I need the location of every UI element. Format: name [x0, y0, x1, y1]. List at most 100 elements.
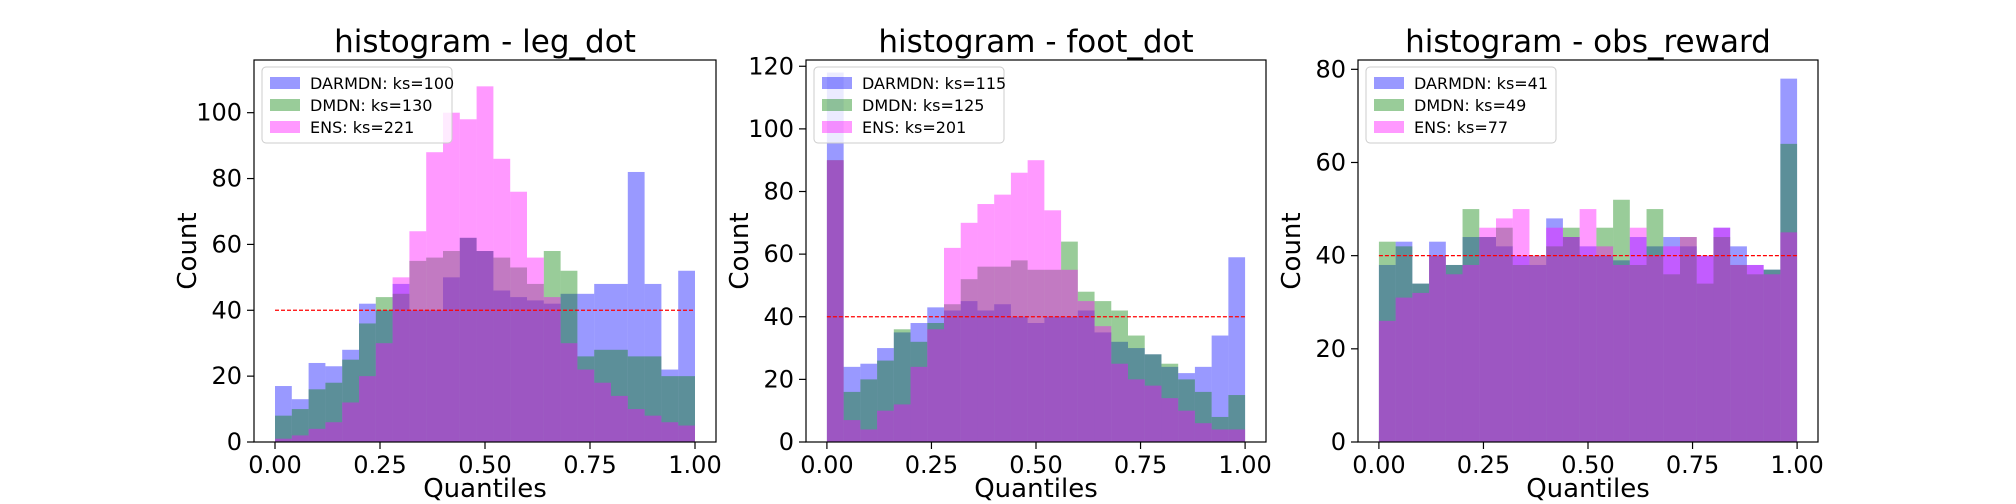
bar — [977, 310, 995, 442]
bar — [1111, 341, 1128, 442]
bar — [1128, 379, 1145, 442]
bar — [342, 349, 359, 442]
bar — [611, 395, 628, 442]
bar — [493, 257, 511, 442]
bar — [1763, 274, 1781, 442]
bar — [944, 310, 961, 442]
bar — [1496, 218, 1513, 442]
bar — [1696, 255, 1714, 442]
bar — [1663, 237, 1680, 442]
legend-label: ENS: ks=221 — [310, 118, 414, 137]
bar — [594, 349, 611, 442]
bar — [409, 231, 427, 442]
bar — [594, 382, 611, 442]
bar — [1144, 354, 1162, 442]
bar — [1010, 260, 1028, 442]
y-tick-label: 20 — [763, 365, 794, 393]
bar — [1395, 241, 1413, 442]
bar — [1412, 283, 1430, 442]
bar — [1044, 316, 1062, 442]
bar — [1228, 257, 1246, 442]
x-tick-label: 0.00 — [1352, 451, 1405, 479]
bar — [1044, 210, 1062, 442]
bar — [493, 290, 511, 442]
bar — [459, 237, 477, 442]
bar — [1512, 264, 1530, 442]
bar — [560, 343, 578, 442]
bar — [1211, 335, 1229, 442]
bar — [560, 293, 578, 442]
bar — [1696, 283, 1714, 442]
bar — [1412, 292, 1430, 442]
legend-label: DMDN: ks=130 — [310, 96, 432, 115]
bar — [877, 410, 894, 442]
bar — [1496, 246, 1513, 442]
bar — [375, 297, 393, 442]
bar — [627, 409, 645, 442]
bar — [1746, 264, 1764, 442]
bar — [1429, 255, 1446, 442]
bar — [1161, 366, 1179, 442]
chart-title: histogram - foot_dot — [878, 24, 1193, 60]
bar — [1579, 255, 1597, 442]
bar — [1144, 354, 1162, 442]
bar — [1077, 291, 1095, 442]
bar — [594, 283, 611, 442]
bar — [325, 366, 343, 442]
bar — [275, 386, 292, 442]
bar — [678, 376, 695, 442]
bar — [1412, 283, 1430, 442]
bar — [342, 402, 359, 442]
bar — [443, 251, 460, 442]
bar — [1562, 227, 1580, 442]
bar — [459, 237, 477, 442]
bar — [1663, 246, 1680, 442]
bar — [1111, 363, 1128, 442]
bar — [860, 363, 878, 442]
bar — [1462, 209, 1480, 442]
legend: DARMDN: ks=115 DMDN: ks=125 ENS: ks=201 — [813, 66, 1006, 144]
bar — [1529, 264, 1547, 442]
y-tick-label: 120 — [748, 52, 794, 80]
bar — [893, 404, 911, 442]
bar — [1529, 255, 1547, 442]
bar — [1529, 255, 1547, 442]
legend-swatch — [1374, 121, 1404, 133]
bar — [1746, 264, 1764, 442]
y-tick-label: 80 — [1315, 55, 1346, 83]
chart-title: histogram - obs_reward — [1405, 24, 1771, 60]
bar — [1429, 241, 1446, 442]
bar — [893, 329, 911, 442]
bar — [1646, 209, 1664, 442]
x-tick-label: 0.00 — [800, 451, 853, 479]
bar — [493, 158, 511, 443]
legend-box — [813, 66, 1005, 144]
bar — [1629, 227, 1647, 442]
legend-box — [261, 66, 453, 144]
y-tick-label: 100 — [196, 99, 242, 127]
bar — [1445, 274, 1463, 442]
bar — [1646, 255, 1664, 442]
bar — [944, 247, 961, 442]
x-tick-label: 0.00 — [248, 451, 301, 479]
legend-label: DARMDN: ks=100 — [310, 74, 454, 93]
chart-title: histogram - leg_dot — [334, 24, 636, 60]
bar — [392, 283, 410, 442]
series-3-bars — [826, 160, 1246, 442]
bar — [325, 422, 343, 442]
bar — [1128, 348, 1145, 442]
bar — [577, 369, 595, 442]
bar — [1194, 366, 1212, 442]
bar — [927, 323, 944, 442]
bar — [977, 266, 995, 442]
bar — [375, 310, 393, 442]
bar — [611, 349, 628, 442]
bar — [1228, 395, 1246, 442]
bar — [1178, 410, 1195, 442]
bar — [1094, 332, 1112, 442]
legend-swatch — [1374, 77, 1404, 89]
x-tick-label: 0.25 — [1457, 451, 1510, 479]
bar — [1579, 246, 1597, 442]
bar — [1596, 255, 1614, 442]
x-tick-label: 0.50 — [1561, 451, 1614, 479]
